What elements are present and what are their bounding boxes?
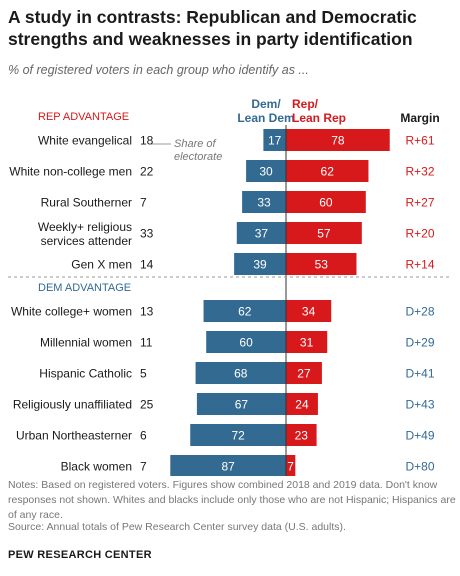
rep-value-label: 7 [287,460,294,474]
rep-bar [286,331,328,353]
share-value: 25 [140,398,154,412]
rep-value-label: 78 [331,134,345,148]
section-label-rep: REP ADVANTAGE [38,111,129,123]
rep-bar [286,393,318,415]
dem-bar [242,191,286,213]
dem-bar [195,362,286,384]
group-label: Religiously unaffiliated [13,398,132,412]
dem-bar [196,393,286,415]
dem-value-label: 39 [253,258,267,272]
margin-value: D+49 [405,429,434,443]
dem-bar [206,331,286,353]
rep-value-label: 60 [319,196,333,210]
dem-bar [170,455,286,476]
margin-value: R+14 [405,258,434,272]
rep-bar [286,424,317,446]
rep-value-label: 62 [321,165,335,179]
margin-value: D+29 [405,336,434,350]
rep-value-label: 34 [302,305,316,319]
diverging-bar-chart: Dem/ Lean Dem Rep/ Lean Rep Margin Share… [8,97,452,476]
dem-value-label: 60 [239,336,253,350]
dem-bar [203,300,286,322]
rep-value-label: 24 [295,398,309,412]
share-value: 11 [140,336,153,350]
dem-value-label: 68 [234,367,248,381]
group-label: Gen X men [71,258,132,272]
rep-bar [286,160,369,182]
dem-value-label: 33 [257,196,271,210]
rep-header-line2: Lean Rep [292,111,346,125]
chart-title: A study in contrasts: Republican and Dem… [8,7,417,49]
dem-value-label: 62 [238,305,252,319]
rep-bar [286,129,390,151]
share-value: 5 [140,367,147,381]
group-label: Millennial women [40,336,132,350]
dem-header-line2: Lean Dem [237,111,294,125]
group-label: Black women [61,460,132,474]
group-label: Rural Southerner [41,196,132,210]
rep-bar [286,300,332,322]
margin-value: R+27 [405,196,434,210]
share-value: 18 [140,134,154,148]
rep-value-label: 27 [297,367,311,381]
dem-value-label: 72 [231,429,245,443]
dem-header-line1: Dem/ [251,97,281,111]
share-annotation-line2: electorate [174,151,222,163]
margin-header: Margin [400,111,439,125]
rep-bar [286,455,296,476]
dem-bar [263,129,286,151]
rep-bar [286,253,357,275]
margin-value: R+32 [405,165,434,179]
share-value: 7 [140,196,147,210]
group-label: Weekly+ religious [38,220,132,234]
rep-header-line1: Rep/ [292,97,319,111]
share-value: 33 [140,227,154,241]
dem-bar [234,253,286,275]
dem-value-label: 37 [255,227,269,241]
notes: Notes: Based on registered voters. Figur… [8,479,456,521]
rep-value-label: 23 [295,429,309,443]
share-value: 22 [140,165,154,179]
margin-value: D+80 [405,460,434,474]
group-label: White non-college men [9,165,132,179]
dem-value-label: 17 [268,134,282,148]
group-label: White college+ women [11,305,132,319]
margin-value: D+43 [405,398,434,412]
group-label: Hispanic Catholic [39,367,132,381]
rep-bar [286,222,362,244]
margin-value: R+20 [405,227,434,241]
dem-bar [246,160,286,182]
share-value: 7 [140,460,147,474]
rep-value-label: 31 [300,336,314,350]
group-label: Urban Northeasterner [16,429,132,443]
share-value: 6 [140,429,147,443]
dem-bar [236,222,286,244]
source: Source: Annual totals of Pew Research Ce… [8,521,346,533]
margin-value: D+28 [405,305,434,319]
dem-value-label: 87 [221,460,235,474]
share-value: 14 [140,258,154,272]
share-annotation-line1: Share of [174,138,217,150]
dem-value-label: 30 [259,165,273,179]
rep-value-label: 53 [315,258,329,272]
margin-value: R+61 [405,134,434,148]
brand-logo: PEW RESEARCH CENTER [8,549,152,561]
chart-subtitle: % of registered voters in each group who… [8,63,309,77]
group-label: White evangelical [38,134,132,148]
rep-value-label: 57 [317,227,331,241]
share-value: 13 [140,305,154,319]
group-label: services attender [41,234,132,248]
rep-bar [286,191,366,213]
rep-bar [286,362,322,384]
section-label-dem: DEM ADVANTAGE [38,282,131,294]
dem-bar [190,424,286,446]
dem-value-label: 67 [235,398,249,412]
margin-value: D+41 [405,367,434,381]
